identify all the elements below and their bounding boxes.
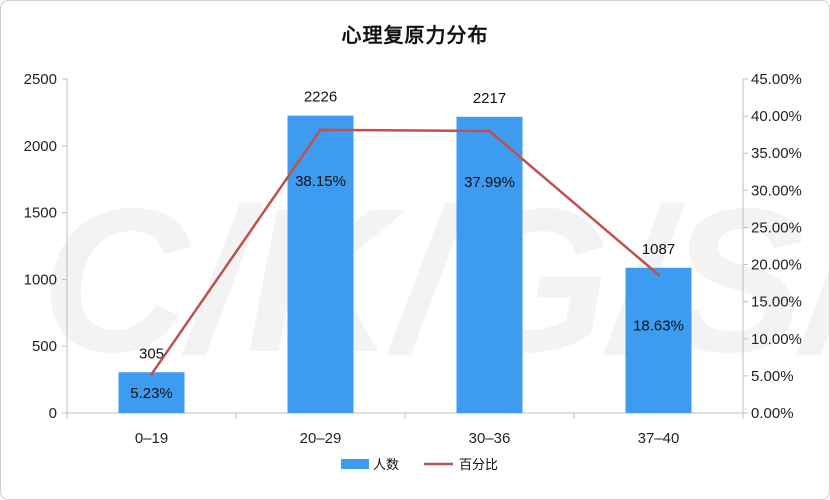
line-point — [657, 273, 660, 277]
y-right-tick-label: 10.00% — [751, 331, 802, 348]
bar-data-label: 2217 — [473, 90, 506, 107]
line-data-label: 5.23% — [130, 385, 173, 402]
bar-data-label: 1087 — [642, 241, 675, 258]
x-tick-label: 30–36 — [469, 430, 511, 447]
y-right-tick-label: 20.00% — [751, 257, 802, 274]
y-left-tick-label: 1000 — [24, 271, 57, 288]
y-left-tick-label: 0 — [49, 405, 57, 422]
y-left-tick-label: 1500 — [24, 205, 57, 222]
y-right-tick-label: 15.00% — [751, 294, 802, 311]
y-right-tick-label: 30.00% — [751, 182, 802, 199]
bar — [456, 116, 523, 413]
x-tick-label: 37–40 — [638, 430, 680, 447]
y-left-tick-label: 2000 — [24, 138, 57, 155]
legend-label-line: 百分比 — [459, 458, 498, 473]
y-right-tick-label: 35.00% — [751, 145, 802, 162]
y-right-tick-label: 40.00% — [751, 108, 802, 125]
x-tick-label: 20–29 — [300, 430, 342, 447]
bar — [625, 267, 692, 413]
x-tick-label: 0–19 — [135, 430, 168, 447]
y-right-tick-label: 0.00% — [751, 405, 794, 422]
legend-label-bar: 人数 — [373, 458, 399, 473]
y-left-tick-label: 2500 — [24, 71, 57, 88]
bar-data-label: 305 — [139, 345, 164, 362]
bar — [287, 115, 354, 414]
line-data-label: 18.63% — [633, 318, 684, 335]
watermark: C/K/G/S/B — [41, 166, 829, 395]
chart-title: 心理复原力分布 — [341, 23, 489, 47]
bar-data-label: 2226 — [304, 89, 337, 106]
line-point — [319, 128, 322, 132]
y-left-tick-label: 500 — [32, 338, 57, 355]
y-right-tick-label: 25.00% — [751, 219, 802, 236]
y-right-tick-label: 5.00% — [751, 368, 794, 385]
y-right-tick-label: 45.00% — [751, 71, 802, 88]
plot-area: 0 500 1000 1500 2000 2500 0.00% 5.00% 10.00% 15.0… — [24, 71, 802, 473]
line-point — [150, 372, 153, 376]
percent-line — [150, 128, 660, 375]
line-data-label: 37.99% — [464, 174, 515, 191]
bar — [118, 372, 185, 413]
line-data-label: 38.15% — [295, 173, 346, 190]
legend-swatch-bar — [341, 459, 369, 469]
line-point — [488, 129, 491, 133]
